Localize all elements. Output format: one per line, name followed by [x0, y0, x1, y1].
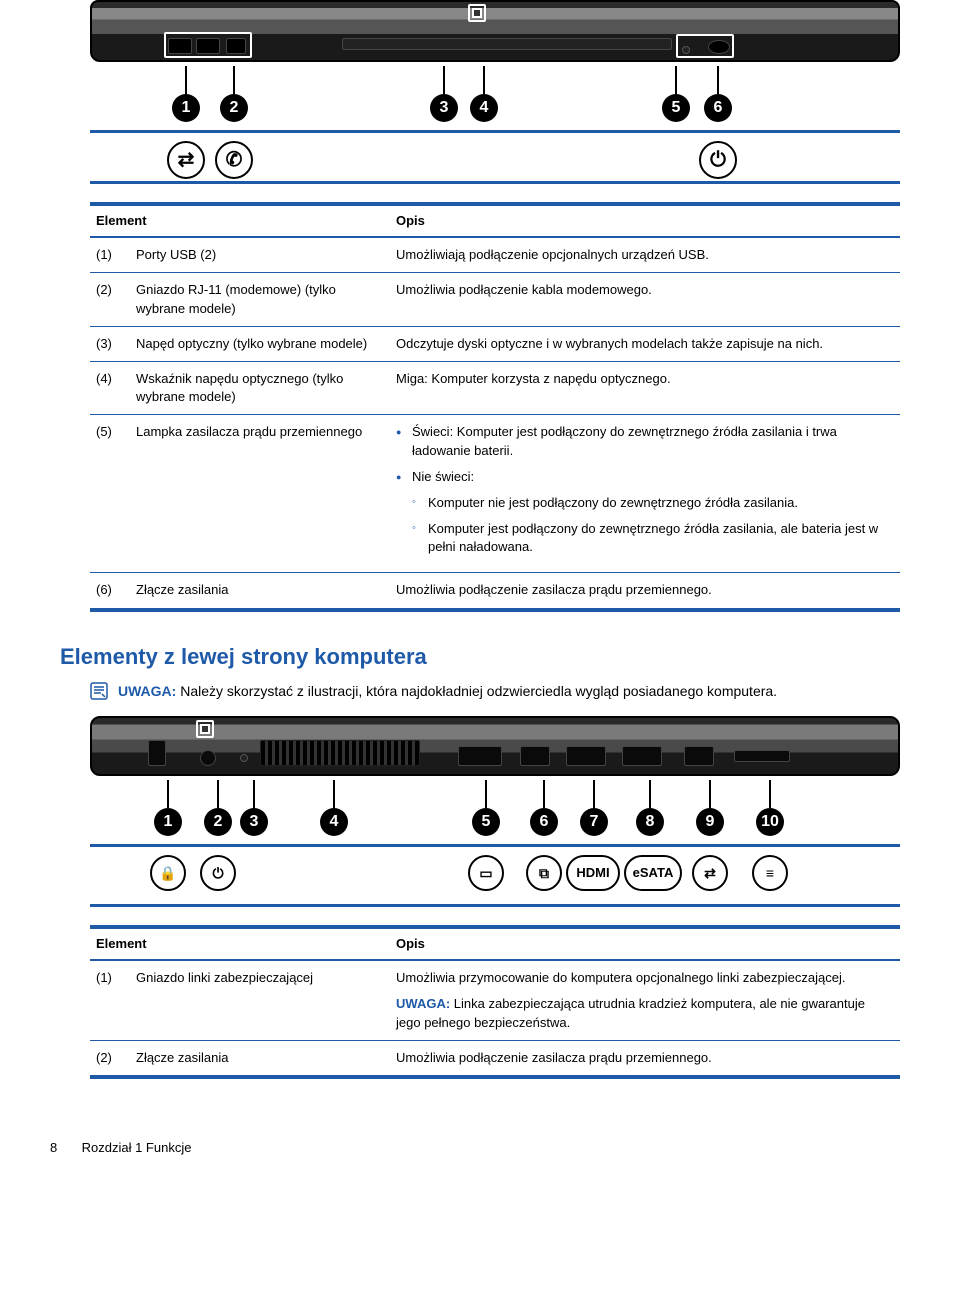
- inline-note-label: UWAGA:: [396, 996, 454, 1011]
- page-footer: 8 Rozdział 1 Funkcje: [50, 1139, 900, 1157]
- power-icon: ⏻: [699, 141, 737, 179]
- hdmi-icon: HDMI: [566, 855, 620, 891]
- row-desc: Umożliwia podłączenie zasilacza prądu pr…: [396, 581, 900, 599]
- vga-icon: ▭: [468, 855, 504, 891]
- callout2-1: 1: [154, 808, 182, 836]
- note-icon: [90, 682, 108, 700]
- diagram-left-side: 123 4 5 678 9 10 🔒 ⏻ ▭ ⧉HDMIeSATA ⇄ ≡: [90, 716, 900, 907]
- callout-1: 1: [172, 94, 200, 122]
- callout2-6: 6: [530, 808, 558, 836]
- diagram-right-side: 12 34 56 ⇄ ✆ ⏻: [90, 0, 900, 184]
- row-number: (2): [90, 1049, 136, 1067]
- row-number: (1): [90, 246, 136, 264]
- table-row: (1)Gniazdo linki zabezpieczającejUmożliw…: [90, 961, 900, 1040]
- callout2-10: 10: [756, 808, 784, 836]
- callout-2: 2: [220, 94, 248, 122]
- row-name: Wskaźnik napędu optycznego (tylko wybran…: [136, 370, 396, 406]
- row-number: (6): [90, 581, 136, 599]
- table2-header-element: Element: [90, 935, 396, 953]
- table-row: (2)Gniazdo RJ-11 (modemowe) (tylko wybra…: [90, 272, 900, 325]
- laptop-right-illustration: [90, 0, 900, 62]
- row-number: (5): [90, 423, 136, 564]
- row-name: Złącze zasilania: [136, 581, 396, 599]
- icon-row-1: ⇄ ✆ ⏻: [90, 130, 900, 184]
- section-heading-left-side: Elementy z lewej strony komputera: [60, 642, 900, 673]
- callout2-3: 3: [240, 808, 268, 836]
- table-row: (6)Złącze zasilaniaUmożliwia podłączenie…: [90, 572, 900, 607]
- table-row: (2)Złącze zasilaniaUmożliwia podłączenie…: [90, 1040, 900, 1075]
- row-name: Napęd optyczny (tylko wybrane modele): [136, 335, 396, 353]
- power-icon: ⏻: [200, 855, 236, 891]
- callout2-5: 5: [472, 808, 500, 836]
- row-desc: Umożliwia podłączenie kabla modemowego.: [396, 281, 900, 317]
- callout-row-2: 123 4 5 678 9 10: [90, 780, 900, 840]
- usb-icon: ⇄: [167, 141, 205, 179]
- row-number: (2): [90, 281, 136, 317]
- row-name: Złącze zasilania: [136, 1049, 396, 1067]
- callout-3: 3: [430, 94, 458, 122]
- row-desc: Umożliwiają podłączenie opcjonalnych urz…: [396, 246, 900, 264]
- table2-header-opis: Opis: [396, 935, 900, 953]
- modem-icon: ✆: [215, 141, 253, 179]
- note-block: UWAGA: Należy skorzystać z ilustracji, k…: [90, 682, 900, 702]
- lock-icon: 🔒: [150, 855, 186, 891]
- row-desc: Świeci: Komputer jest podłączony do zewn…: [396, 423, 900, 564]
- usb-icon: ⇄: [692, 855, 728, 891]
- row-number: (1): [90, 969, 136, 1032]
- icon-row-2: 🔒 ⏻ ▭ ⧉HDMIeSATA ⇄ ≡: [90, 844, 900, 900]
- table-row: (5)Lampka zasilacza prądu przemiennegoŚw…: [90, 414, 900, 572]
- note-text: Należy skorzystać z ilustracji, która na…: [180, 683, 777, 699]
- laptop-left-illustration: [90, 716, 900, 776]
- table-header-element: Element: [90, 212, 396, 230]
- expresscard-icon: ≡: [752, 855, 788, 891]
- chapter-label: Rozdział 1 Funkcje: [82, 1140, 192, 1155]
- callout2-7: 7: [580, 808, 608, 836]
- note-label: UWAGA:: [118, 683, 176, 699]
- callout-row-1: 12 34 56: [90, 66, 900, 126]
- row-number: (3): [90, 335, 136, 353]
- row-desc: Umożliwia podłączenie zasilacza prądu pr…: [396, 1049, 900, 1067]
- row-desc: Umożliwia przymocowanie do komputera opc…: [396, 969, 900, 1032]
- network-icon: ⧉: [526, 855, 562, 891]
- page-number: 8: [50, 1139, 78, 1157]
- callout2-4: 4: [320, 808, 348, 836]
- row-name: Gniazdo linki zabezpieczającej: [136, 969, 396, 1032]
- inline-note-text: Linka zabezpieczająca utrudnia kradzież …: [396, 996, 865, 1029]
- table-header-opis: Opis: [396, 212, 900, 230]
- table-row: (4)Wskaźnik napędu optycznego (tylko wyb…: [90, 361, 900, 414]
- row-name: Porty USB (2): [136, 246, 396, 264]
- callout-5: 5: [662, 94, 690, 122]
- component-table-right: Element Opis (1)Porty USB (2)Umożliwiają…: [90, 202, 900, 612]
- table-row: (1)Porty USB (2)Umożliwiają podłączenie …: [90, 238, 900, 272]
- component-table-left: Element Opis (1)Gniazdo linki zabezpiecz…: [90, 925, 900, 1079]
- row-desc: Miga: Komputer korzysta z napędu optyczn…: [396, 370, 900, 406]
- row-name: Gniazdo RJ-11 (modemowe) (tylko wybrane …: [136, 281, 396, 317]
- callout2-8: 8: [636, 808, 664, 836]
- callout2-2: 2: [204, 808, 232, 836]
- table-row: (3)Napęd optyczny (tylko wybrane modele)…: [90, 326, 900, 361]
- callout2-9: 9: [696, 808, 724, 836]
- row-number: (4): [90, 370, 136, 406]
- row-name: Lampka zasilacza prądu przemiennego: [136, 423, 396, 564]
- callout-6: 6: [704, 94, 732, 122]
- row-desc: Odczytuje dyski optyczne i w wybranych m…: [396, 335, 900, 353]
- esata-icon: eSATA: [624, 855, 682, 891]
- callout-4: 4: [470, 94, 498, 122]
